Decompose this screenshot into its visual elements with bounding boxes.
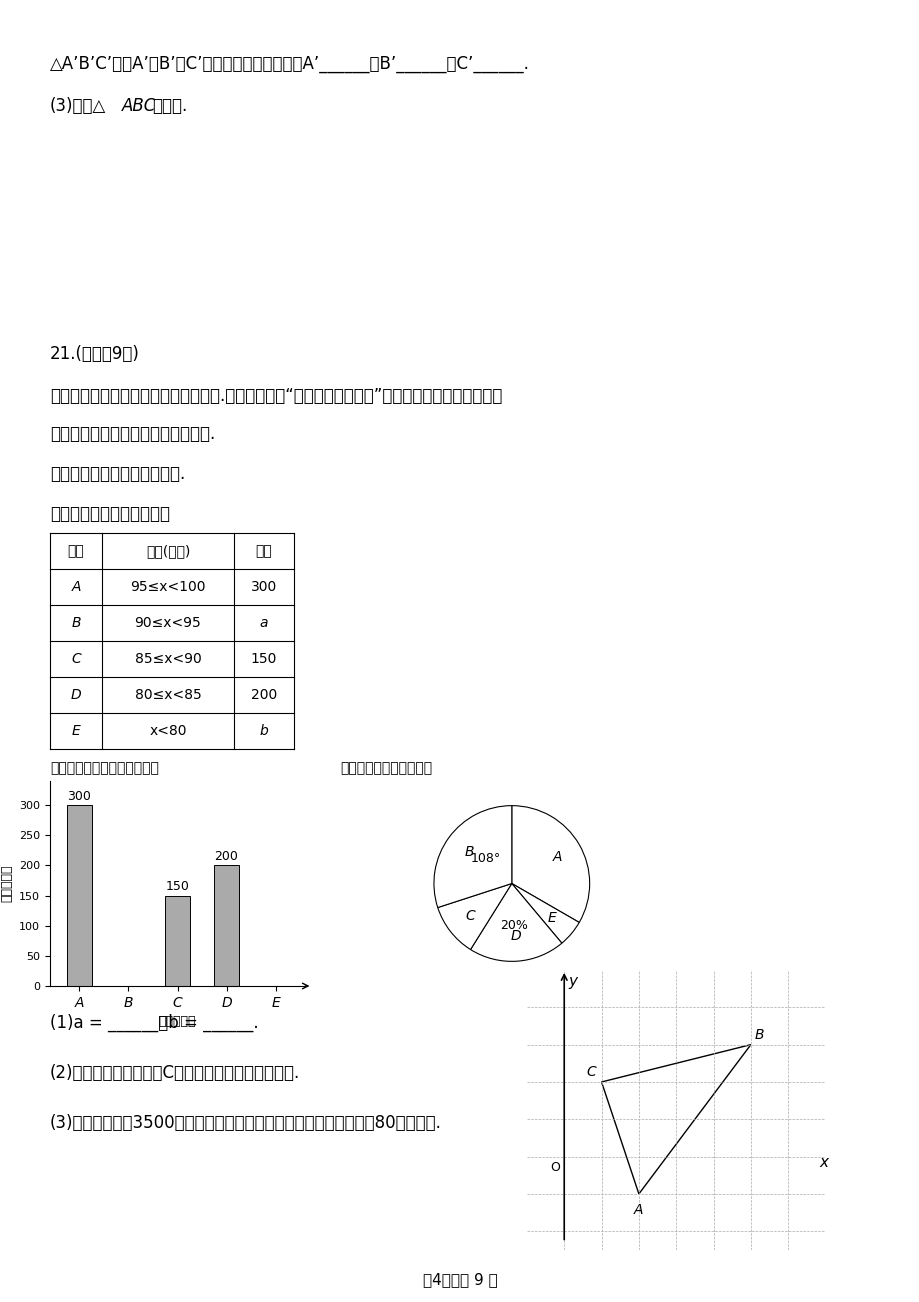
Text: 为增强学生环保意识实施垃圾分类管理.某中学举行了“垃圾分类知识竞赛”并随机抽取了部分学生的竞: 为增强学生环保意识实施垃圾分类管理.某中学举行了“垃圾分类知识竞赛”并随机抽取了… (50, 387, 502, 405)
Wedge shape (470, 884, 562, 961)
Text: O: O (550, 1161, 559, 1174)
Text: 知识竞赛成绩山形统计图: 知识竞赛成绩山形统计图 (340, 760, 432, 775)
Text: 组别: 组别 (68, 544, 85, 559)
Text: 第4页，共 9 页: 第4页，共 9 页 (422, 1272, 497, 1286)
Bar (165, 896, 190, 986)
Wedge shape (511, 884, 579, 943)
Text: 95≤x<100: 95≤x<100 (130, 579, 206, 594)
Text: C: C (71, 652, 81, 667)
Text: 知识竞赛成绩频数分布表：: 知识竞赛成绩频数分布表： (50, 505, 170, 523)
Text: A: A (552, 850, 562, 865)
Text: 80≤x<85: 80≤x<85 (134, 687, 201, 702)
Text: 85≤x<90: 85≤x<90 (134, 652, 201, 667)
Bar (213, 866, 239, 986)
Text: (3)计算△: (3)计算△ (50, 98, 106, 115)
Text: (1)a = ______，b = ______.: (1)a = ______，b = ______. (50, 1014, 258, 1032)
Wedge shape (511, 806, 589, 922)
Text: 150: 150 (165, 880, 189, 893)
Text: △A’B’C’，则A’、B’、C’的三个顶点坐标分别是A’______，B’______，C’______.: △A’B’C’，则A’、B’、C’的三个顶点坐标分别是A’______，B’__… (50, 55, 529, 73)
Text: x: x (818, 1155, 827, 1170)
Text: C: C (585, 1065, 596, 1079)
Text: B: B (71, 616, 81, 630)
Text: 的面积.: 的面积. (152, 98, 187, 115)
Text: D: D (71, 687, 81, 702)
X-axis label: 成绩（分）: 成绩（分） (159, 1016, 196, 1029)
Text: ABC: ABC (122, 98, 156, 115)
Text: 300: 300 (67, 790, 91, 803)
Text: x<80: x<80 (149, 724, 187, 738)
Text: A: A (71, 579, 81, 594)
Text: 200: 200 (251, 687, 277, 702)
Wedge shape (437, 884, 511, 949)
Text: 20%: 20% (500, 919, 528, 932)
Bar (66, 805, 92, 986)
Text: 知识竞赛成绩频数分布直方图: 知识竞赛成绩频数分布直方图 (50, 760, 159, 775)
Wedge shape (434, 806, 511, 907)
Text: 21.(本小题9分): 21.(本小题9分) (50, 345, 140, 363)
Text: 300: 300 (251, 579, 277, 594)
Text: 成绩(分数): 成绩(分数) (145, 544, 190, 559)
Text: E: E (72, 724, 80, 738)
Text: B: B (464, 845, 473, 859)
Text: (2)请求出山形统计图中C组所在山形的圆心角的度数.: (2)请求出山形统计图中C组所在山形的圆心角的度数. (50, 1064, 300, 1082)
Text: 90≤x<95: 90≤x<95 (134, 616, 201, 630)
Text: D: D (510, 930, 520, 944)
Text: a: a (259, 616, 268, 630)
Text: 根据所给信息，解答下列问题.: 根据所给信息，解答下列问题. (50, 465, 185, 483)
Text: 150: 150 (251, 652, 277, 667)
Y-axis label: 频数（人）: 频数（人） (1, 865, 14, 902)
Text: b: b (259, 724, 268, 738)
Text: E: E (548, 910, 556, 924)
Text: y: y (568, 974, 577, 988)
Text: B: B (754, 1027, 764, 1042)
Text: C: C (465, 909, 474, 923)
Text: 200: 200 (214, 850, 238, 863)
Text: (3)已知该中学有3500名学生，请估算该中学学生知识竞赛成绩低于80分的人数.: (3)已知该中学有3500名学生，请估算该中学学生知识竞赛成绩低于80分的人数. (50, 1115, 441, 1131)
Text: 人数: 人数 (255, 544, 272, 559)
Text: A: A (633, 1203, 643, 1217)
Text: 赛成绩绘制了如下不完整的统计图表.: 赛成绩绘制了如下不完整的统计图表. (50, 424, 215, 443)
Text: 108°: 108° (470, 853, 500, 866)
